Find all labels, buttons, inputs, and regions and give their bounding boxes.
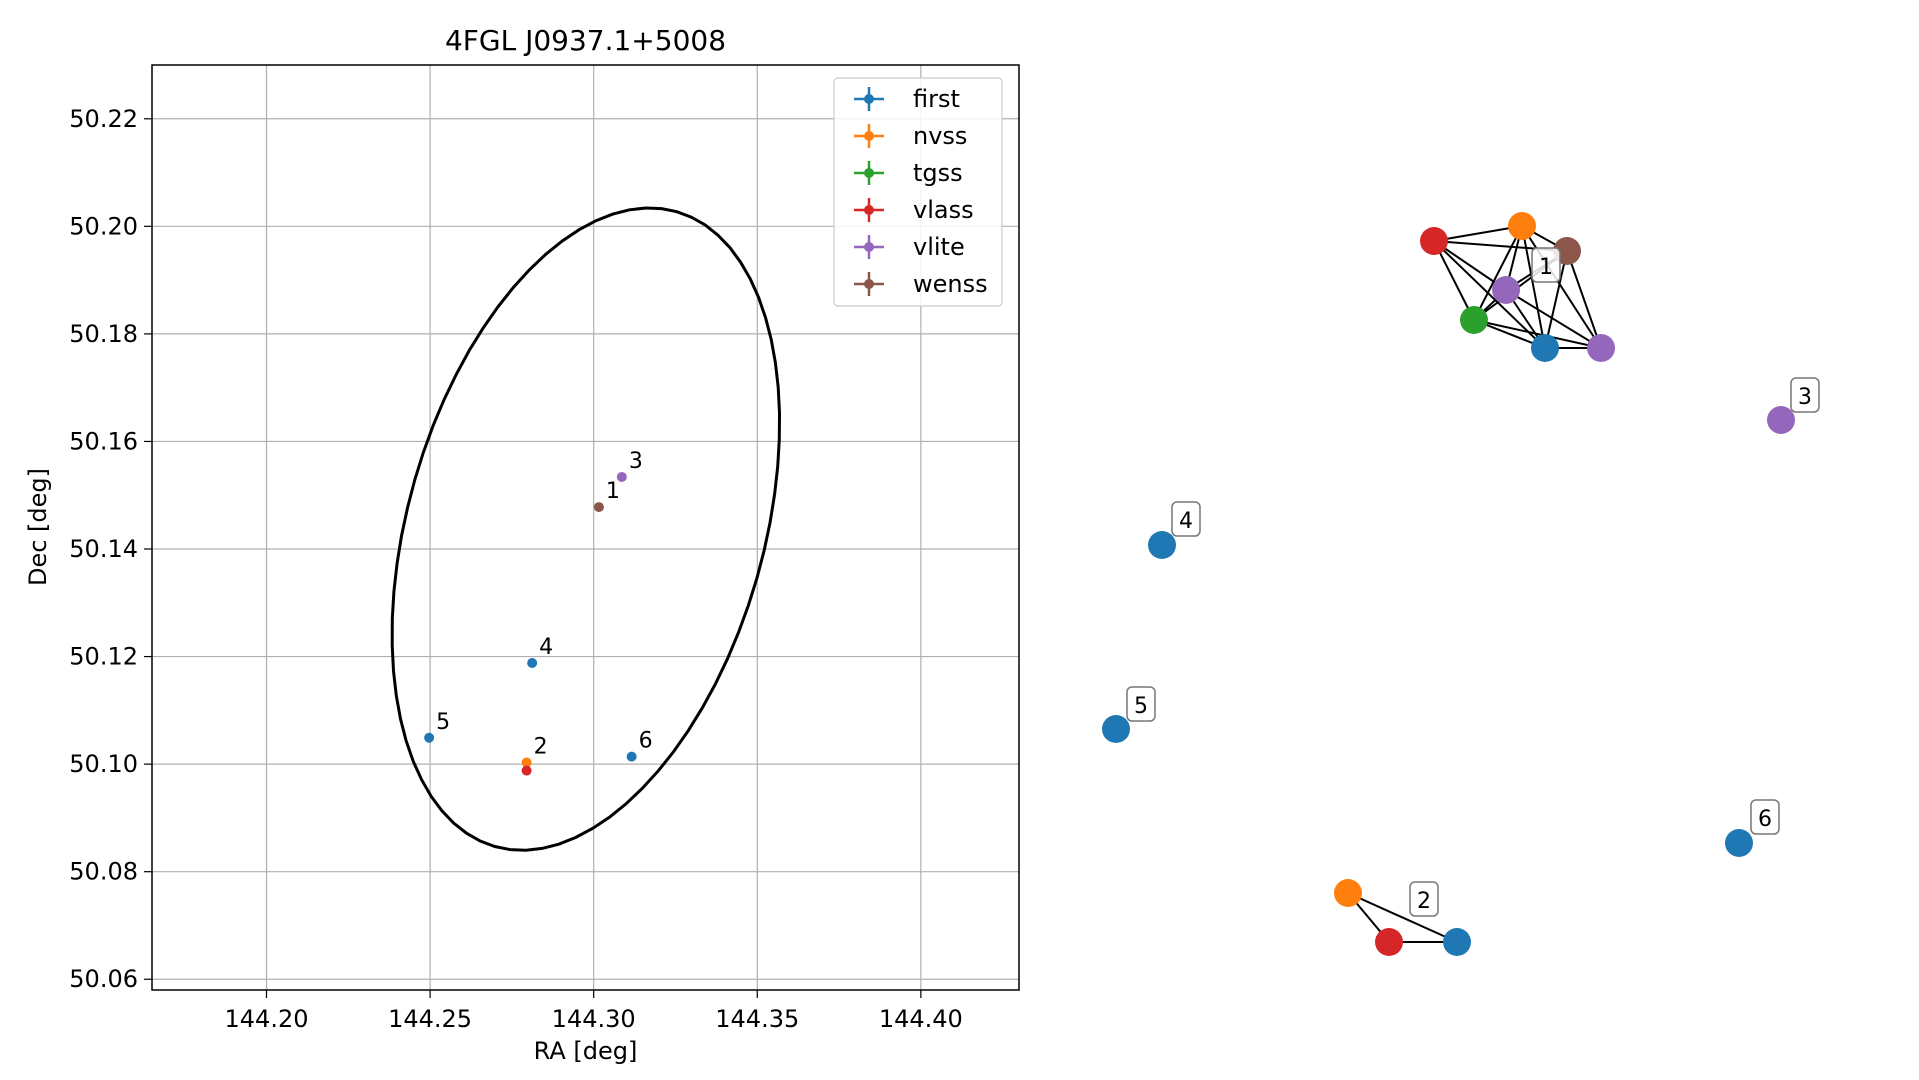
- y-axis-ticks: 50.06 50.08 50.10 50.12 50.14 50.16 50.18 50.20…: [69, 105, 152, 993]
- network-node: [1102, 715, 1130, 743]
- data-point-first: [527, 658, 538, 669]
- network-label-box: [1531, 247, 1561, 283]
- network-edge: [1505, 289, 1602, 349]
- network-label-box: [1790, 377, 1820, 413]
- network-edge: [1433, 240, 1546, 349]
- network-label: 4: [1179, 509, 1193, 534]
- data-point-first: [424, 732, 435, 743]
- data-points: [424, 471, 637, 776]
- network-node: [1334, 879, 1362, 907]
- network-edge: [1544, 250, 1568, 349]
- legend-label-vlass: vlass: [913, 196, 974, 224]
- point-label: 6: [639, 729, 653, 754]
- network-node: [1508, 212, 1536, 240]
- error-ellipse-layer: [390, 206, 782, 852]
- x-axis-ticks: 144.20 144.25 144.30 144.35 144.40: [225, 990, 963, 1033]
- y-tick-label: 50.10: [69, 750, 138, 778]
- network-edge: [1473, 319, 1602, 349]
- network-label-box: [1126, 686, 1156, 722]
- network-label: 1: [1539, 255, 1553, 280]
- y-tick-label: 50.22: [69, 105, 138, 133]
- network-label: 3: [1798, 385, 1812, 410]
- chart-title: 4FGL J0937.1+5008: [445, 24, 726, 57]
- network-panel: 1 3 4 5 6 2: [1102, 212, 1820, 956]
- plot-frame: [151, 64, 1020, 991]
- network-edge: [1566, 250, 1602, 349]
- point-label: 1: [606, 479, 620, 504]
- data-point-wenss: [593, 502, 604, 513]
- network-node: [1725, 829, 1753, 857]
- point-label: 3: [629, 449, 643, 474]
- y-axis-label: Dec [deg]: [24, 468, 52, 586]
- point-label: 5: [436, 710, 450, 735]
- x-tick-label: 144.35: [715, 1005, 799, 1033]
- legend-label-first: first: [913, 85, 960, 113]
- y-tick-label: 50.16: [69, 427, 138, 455]
- error-ellipse: [390, 206, 782, 852]
- data-point-nvss: [521, 757, 532, 768]
- network-label-box: [1750, 799, 1780, 835]
- legend-label-tgss: tgss: [913, 159, 963, 187]
- x-tick-label: 144.30: [552, 1005, 636, 1033]
- y-tick-label: 50.12: [69, 643, 138, 671]
- legend-marker-dot: [864, 242, 874, 252]
- grid-lines: [152, 65, 1019, 990]
- x-tick-label: 144.40: [879, 1005, 963, 1033]
- network-nodes: [1102, 212, 1795, 956]
- network-node: [1420, 227, 1448, 255]
- data-point-first: [626, 751, 637, 762]
- network-labels: 1 3 4 5 6 2: [1126, 247, 1820, 917]
- legend-label-wenss: wenss: [913, 270, 988, 298]
- data-point-vlite: [616, 471, 627, 482]
- data-point-vlass: [521, 765, 532, 776]
- legend-label-nvss: nvss: [913, 122, 967, 150]
- network-node: [1531, 334, 1559, 362]
- y-tick-label: 50.08: [69, 858, 138, 886]
- network-edge: [1347, 892, 1458, 943]
- network-node: [1375, 928, 1403, 956]
- legend-marker-dot: [864, 131, 874, 141]
- point-label: 2: [534, 735, 548, 760]
- point-label: 4: [539, 635, 553, 660]
- network-label: 2: [1417, 889, 1431, 914]
- y-tick-label: 50.20: [69, 212, 138, 240]
- network-node: [1148, 531, 1176, 559]
- y-tick-label: 50.14: [69, 535, 138, 563]
- y-tick-label: 50.06: [69, 965, 138, 993]
- y-tick-label: 50.18: [69, 320, 138, 348]
- network-node: [1492, 276, 1520, 304]
- network-label-box: [1409, 881, 1439, 917]
- network-label: 6: [1758, 807, 1772, 832]
- network-edge: [1433, 225, 1523, 242]
- scatter-panel: 13 4 5 2 6 144.20 144.25 144.30 144.35 144.40 50…: [24, 24, 1020, 1065]
- network-label: 5: [1134, 694, 1148, 719]
- point-annotations: 13 4 5 2 6: [436, 449, 653, 760]
- legend-marker-dot: [864, 94, 874, 104]
- legend-marker-dot: [864, 168, 874, 178]
- network-label-box: [1171, 501, 1201, 537]
- network-node: [1443, 928, 1471, 956]
- network-node: [1460, 306, 1488, 334]
- legend: first nvss tgss vlass vlite wenss: [833, 77, 1003, 307]
- network-node: [1587, 334, 1615, 362]
- network-edge: [1433, 240, 1475, 321]
- network-edge: [1521, 225, 1546, 349]
- x-tick-label: 144.25: [388, 1005, 472, 1033]
- legend-marker-dot: [864, 205, 874, 215]
- network-edge: [1521, 225, 1602, 349]
- legend-label-vlite: vlite: [913, 233, 965, 261]
- network-node: [1767, 406, 1795, 434]
- x-tick-label: 144.20: [225, 1005, 309, 1033]
- legend-marker-dot: [864, 279, 874, 289]
- network-edge: [1473, 225, 1523, 321]
- x-axis-label: RA [deg]: [534, 1037, 638, 1065]
